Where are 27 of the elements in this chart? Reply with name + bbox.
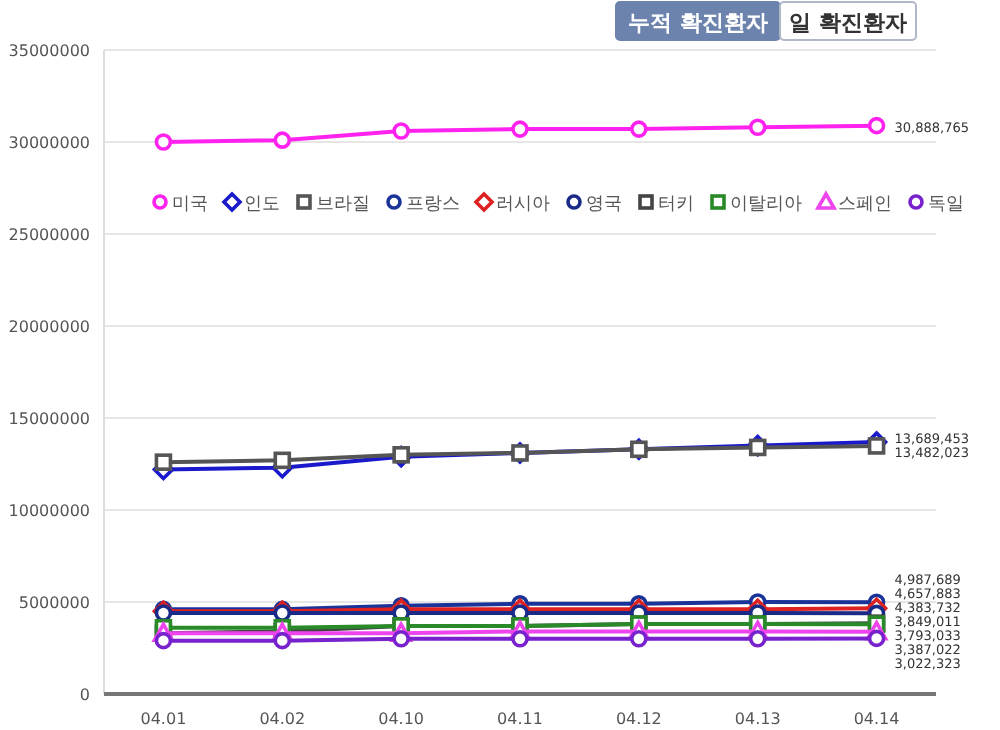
x-tick-label: 04.14: [853, 710, 900, 728]
text: 일 확진환자: [789, 10, 907, 36]
y-tick-label: 15000000: [8, 410, 90, 428]
legend-label: 터키: [658, 195, 694, 215]
x-tick-label: 04.01: [140, 710, 187, 728]
x-tick-label: 04.13: [734, 710, 781, 728]
legend-label: 스페인: [838, 195, 892, 215]
legend-label: 독일: [928, 195, 964, 215]
y-tick-label: 0: [79, 686, 90, 704]
x-tick-label: 04.12: [615, 710, 662, 728]
legend-label: 러시아: [496, 195, 550, 215]
legend-label: 이탈리아: [730, 195, 802, 215]
y-tick-label: 5000000: [18, 594, 90, 612]
x-tick-label: 04.11: [497, 710, 543, 728]
x-tick-label: 04.10: [378, 710, 425, 728]
legend-label: 인도: [244, 195, 280, 215]
legend-label: 브라질: [316, 195, 370, 215]
y-tick-label: 35000000: [8, 42, 90, 60]
y-tick-label: 30000000: [8, 134, 90, 152]
text: 누적 확진환자: [628, 10, 768, 36]
y-tick-label: 25000000: [8, 226, 90, 244]
x-tick-label: 04.02: [259, 710, 306, 728]
legend-label: 미국: [172, 195, 208, 215]
y-tick-label: 10000000: [8, 502, 90, 520]
legend-label: 영국: [586, 195, 622, 215]
legend-label: 프랑스: [406, 195, 460, 215]
y-tick-label: 20000000: [8, 318, 90, 336]
